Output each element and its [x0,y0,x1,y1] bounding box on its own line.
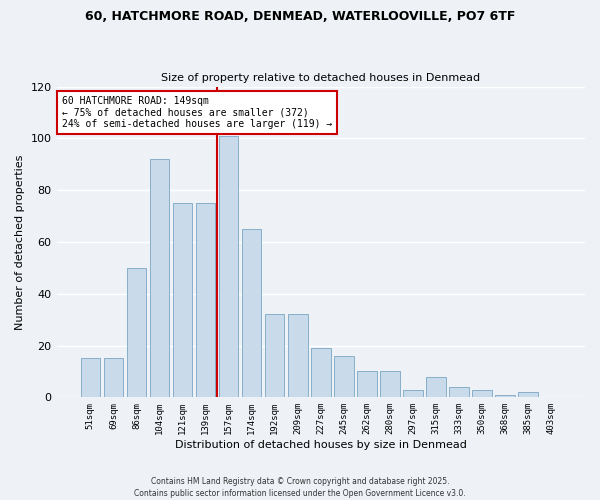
Bar [173,203,193,398]
Bar [311,348,331,398]
Bar [104,358,123,398]
Bar [357,372,377,398]
Text: 60 HATCHMORE ROAD: 149sqm
← 75% of detached houses are smaller (372)
24% of semi: 60 HATCHMORE ROAD: 149sqm ← 75% of detac… [62,96,332,129]
Bar [288,314,308,398]
Text: 60, HATCHMORE ROAD, DENMEAD, WATERLOOVILLE, PO7 6TF: 60, HATCHMORE ROAD, DENMEAD, WATERLOOVIL… [85,10,515,23]
Bar [242,229,262,398]
Bar [518,392,538,398]
Bar [496,394,515,398]
X-axis label: Distribution of detached houses by size in Denmead: Distribution of detached houses by size … [175,440,467,450]
Bar [149,159,169,398]
Text: Contains HM Land Registry data © Crown copyright and database right 2025.
Contai: Contains HM Land Registry data © Crown c… [134,476,466,498]
Title: Size of property relative to detached houses in Denmead: Size of property relative to detached ho… [161,73,481,83]
Bar [219,136,238,398]
Bar [334,356,353,398]
Bar [196,203,215,398]
Bar [426,376,446,398]
Bar [265,314,284,398]
Y-axis label: Number of detached properties: Number of detached properties [15,154,25,330]
Bar [449,387,469,398]
Bar [472,390,492,398]
Bar [80,358,100,398]
Bar [380,372,400,398]
Bar [403,390,423,398]
Bar [127,268,146,398]
